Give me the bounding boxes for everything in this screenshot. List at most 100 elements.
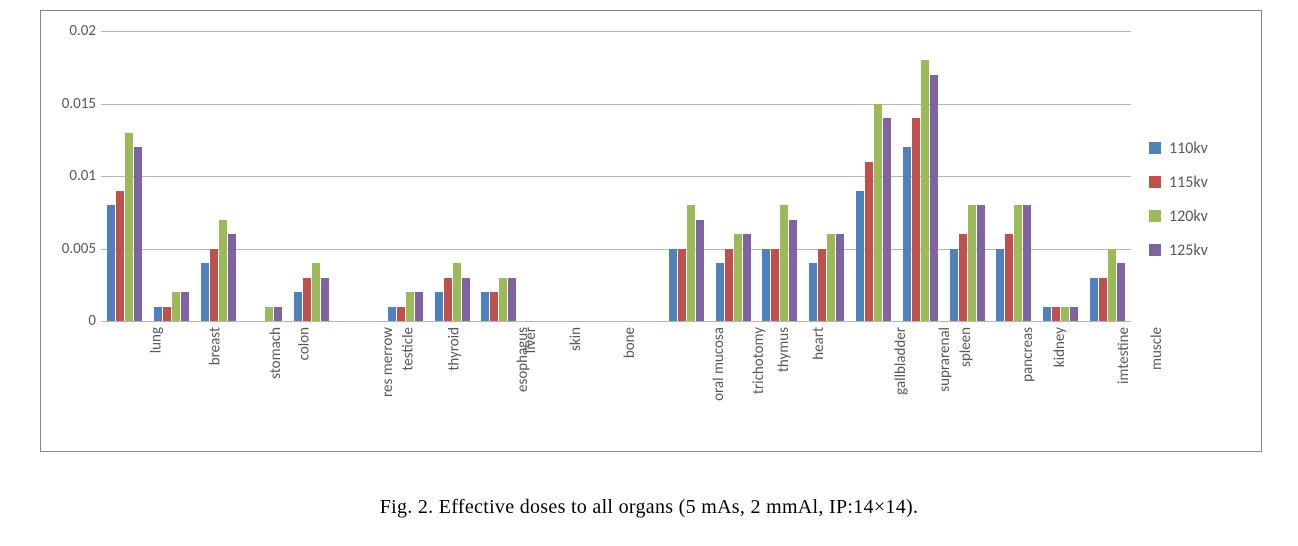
x-tick-label: res merrow <box>379 327 397 397</box>
x-tick-label: gallbladder <box>892 327 910 395</box>
bar <box>125 133 133 322</box>
x-axis-labels: lung breast stomach colon res merrowtesticle… <box>101 323 1131 453</box>
legend-item: 120kv <box>1149 199 1255 233</box>
bar <box>874 104 882 322</box>
bar <box>1052 307 1060 322</box>
gridline <box>101 176 1131 177</box>
bar <box>219 220 227 322</box>
bar <box>687 205 695 321</box>
bar <box>696 220 704 322</box>
x-tick-label: suprarenal <box>935 327 953 392</box>
bar <box>762 249 770 322</box>
x-tick-label: spleen <box>957 327 975 367</box>
bar <box>818 249 826 322</box>
bar <box>827 234 835 321</box>
chart-legend: 110kv 115kv 120kv 125kv <box>1149 131 1255 267</box>
bar <box>154 307 162 322</box>
gridline <box>101 31 1131 32</box>
bar <box>921 60 929 321</box>
bar <box>388 307 396 322</box>
bar <box>265 307 273 322</box>
bar <box>780 205 788 321</box>
bar <box>865 162 873 322</box>
bar <box>930 75 938 322</box>
legend-swatch <box>1149 176 1161 188</box>
plot-area <box>101 31 1131 321</box>
bar <box>950 249 958 322</box>
bar <box>107 205 115 321</box>
plot-wrap <box>101 31 1131 321</box>
bar <box>462 278 470 322</box>
x-tick-label: bone <box>621 327 639 358</box>
x-tick-label: stomach <box>267 327 285 379</box>
gridline <box>101 104 1131 105</box>
legend-label: 125kv <box>1169 241 1208 260</box>
bar <box>1014 205 1022 321</box>
y-tick-label: 0.015 <box>41 95 96 113</box>
bar <box>228 234 236 321</box>
legend-swatch <box>1149 244 1161 256</box>
x-tick-label: colon <box>295 327 313 360</box>
bar <box>1061 307 1069 322</box>
bar <box>725 249 733 322</box>
legend-item: 115kv <box>1149 165 1255 199</box>
bar <box>312 263 320 321</box>
bar <box>415 292 423 321</box>
bar <box>1070 307 1078 322</box>
bar <box>397 307 405 322</box>
bar <box>116 191 124 322</box>
chart-frame: 00.0050.010.0150.02 lungbreaststomachcol… <box>40 10 1262 452</box>
bar <box>996 249 1004 322</box>
bar <box>294 292 302 321</box>
bar <box>968 205 976 321</box>
bar <box>490 292 498 321</box>
x-tick-label: breast <box>207 327 225 365</box>
x-tick-label: lung <box>148 327 166 353</box>
legend-item: 110kv <box>1149 131 1255 165</box>
page: 00.0050.010.0150.02 lungbreaststomachcol… <box>0 0 1298 546</box>
bar <box>181 292 189 321</box>
bar <box>134 147 142 321</box>
figure-caption: Fig. 2. Effective doses to all organs (5… <box>0 496 1298 519</box>
legend-swatch <box>1149 210 1161 222</box>
bar <box>743 234 751 321</box>
bar <box>1023 205 1031 321</box>
gridline <box>101 321 1131 322</box>
bar <box>406 292 414 321</box>
figure-area: 00.0050.010.0150.02 lungbreaststomachcol… <box>40 10 1260 470</box>
x-tick-label: thymus <box>775 327 793 372</box>
bar <box>435 292 443 321</box>
y-tick-label: 0 <box>41 312 96 330</box>
bar <box>201 263 209 321</box>
bar <box>716 263 724 321</box>
x-tick-label: kidney <box>1051 327 1069 367</box>
bar <box>903 147 911 321</box>
bar <box>771 249 779 322</box>
bar <box>883 118 891 321</box>
bar <box>678 249 686 322</box>
x-tick-label: pancreas <box>1019 327 1037 382</box>
x-tick-label: testicle <box>399 327 417 371</box>
legend-label: 120kv <box>1169 207 1208 226</box>
legend-swatch <box>1149 142 1161 154</box>
bar <box>1005 234 1013 321</box>
x-tick-label: thyroid <box>446 327 464 371</box>
x-tick-label: heart <box>810 327 828 360</box>
x-tick-label: skin <box>567 327 585 351</box>
legend-label: 115kv <box>1169 173 1208 192</box>
bar <box>1099 278 1107 322</box>
bar <box>172 292 180 321</box>
bar <box>856 191 864 322</box>
y-tick-label: 0.02 <box>41 22 96 40</box>
bar <box>789 220 797 322</box>
bar <box>321 278 329 322</box>
legend-item: 125kv <box>1149 233 1255 267</box>
bar <box>912 118 920 321</box>
x-tick-label: imtestine <box>1115 327 1133 384</box>
bar <box>303 278 311 322</box>
bar <box>1090 278 1098 322</box>
bar <box>163 307 171 322</box>
x-tick-label: liver <box>522 327 540 353</box>
x-tick-label: oral mucosa <box>710 327 728 401</box>
bar <box>959 234 967 321</box>
